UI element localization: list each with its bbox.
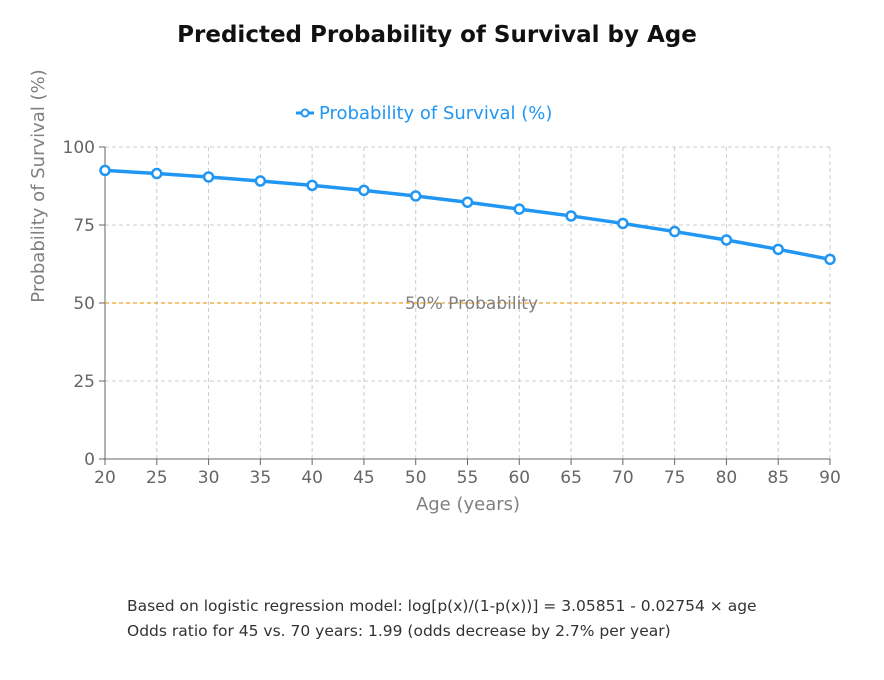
x-tick-label: 30 [198, 468, 220, 488]
x-tick-label: 65 [560, 468, 582, 488]
x-tick-label: 20 [94, 468, 116, 488]
y-tick-label: 25 [73, 372, 95, 392]
y-tick-label: 0 [84, 450, 95, 470]
x-tick-label: 90 [819, 468, 841, 488]
y-axis-label: Probability of Survival (%) [28, 69, 49, 302]
data-point[interactable] [513, 203, 526, 215]
x-axis-label: Age (years) [416, 494, 520, 515]
x-tick-label: 35 [250, 468, 272, 488]
x-tick-label: 70 [612, 468, 634, 488]
data-point[interactable] [617, 217, 629, 230]
legend[interactable]: Probability of Survival (%) [296, 103, 552, 124]
legend-marker-icon [300, 108, 310, 118]
x-tick-label: 80 [716, 468, 738, 488]
data-point[interactable] [565, 210, 577, 222]
x-tick-label: 50 [405, 468, 427, 488]
series-survival [99, 164, 836, 266]
data-point[interactable] [824, 253, 836, 266]
reference-line-group: 50% Probability [105, 294, 830, 314]
data-point[interactable] [720, 234, 733, 246]
data-point[interactable] [409, 190, 422, 202]
chart-title: Predicted Probability of Survival by Age [177, 22, 697, 48]
reference-line-label: 50% Probability [405, 294, 538, 314]
y-tick-label: 50 [73, 294, 95, 314]
data-point[interactable] [772, 243, 784, 256]
data-point[interactable] [358, 184, 370, 197]
x-tick-label: 40 [301, 468, 323, 488]
x-tick-label: 85 [767, 468, 789, 488]
x-tick-label: 60 [508, 468, 530, 488]
x-tick-label: 45 [353, 468, 375, 488]
data-point[interactable] [306, 179, 318, 192]
data-point[interactable] [151, 167, 163, 180]
y-tick-label: 100 [63, 138, 95, 158]
x-tick-label: 55 [457, 468, 479, 488]
y-tick-labels: 0 25 50 75 100 [63, 138, 95, 470]
y-tick-label: 75 [73, 216, 95, 236]
model-notes: Based on logistic regression model: log[… [127, 594, 757, 644]
data-point[interactable] [254, 175, 267, 187]
odds-ratio-note: Odds ratio for 45 vs. 70 years: 1.99 (od… [127, 622, 671, 640]
data-point[interactable] [461, 196, 474, 208]
data-point[interactable] [202, 171, 215, 183]
x-tick-labels: 20 25 30 35 40 45 50 55 60 65 70 75 80 85 90 [94, 468, 841, 488]
x-tick-label: 25 [146, 468, 168, 488]
legend-label: Probability of Survival (%) [319, 103, 552, 124]
data-point[interactable] [99, 164, 111, 177]
model-equation-note: Based on logistic regression model: log[… [127, 597, 757, 615]
data-point[interactable] [668, 225, 681, 238]
x-tick-label: 75 [664, 468, 686, 488]
